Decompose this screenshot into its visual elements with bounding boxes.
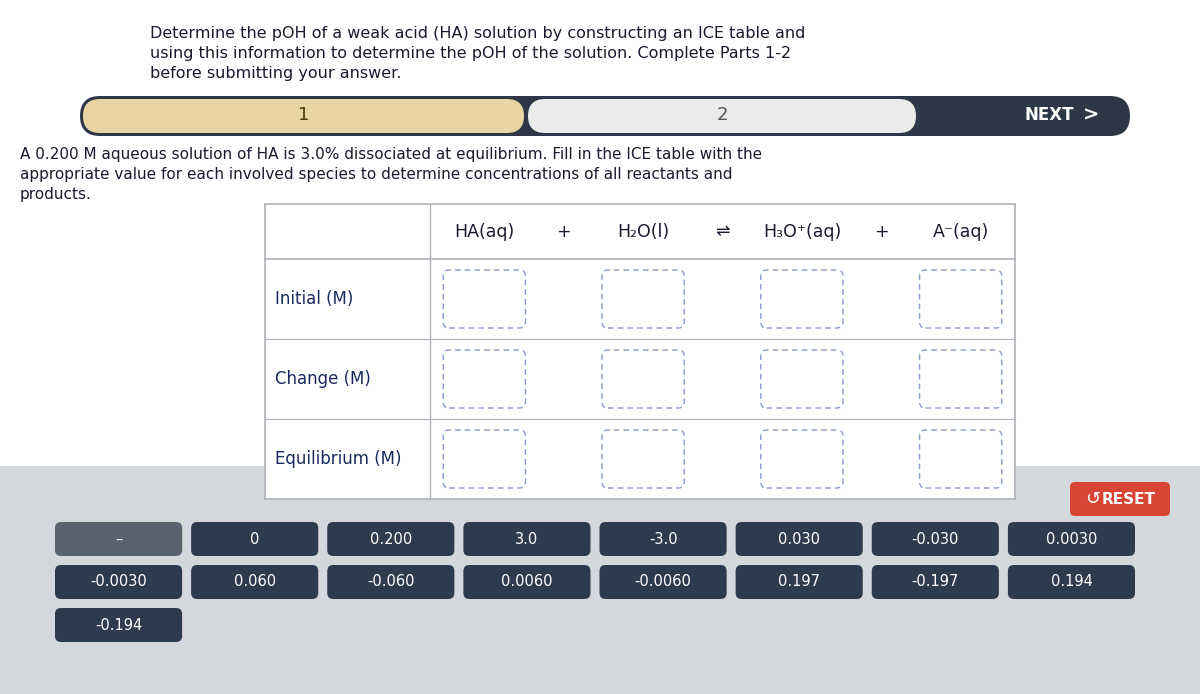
Text: 0.060: 0.060: [234, 575, 276, 589]
Text: Equilibrium (M): Equilibrium (M): [275, 450, 402, 468]
Text: products.: products.: [20, 187, 92, 202]
FancyBboxPatch shape: [443, 350, 526, 408]
Text: 0: 0: [250, 532, 259, 546]
FancyBboxPatch shape: [463, 522, 590, 556]
FancyBboxPatch shape: [1070, 482, 1170, 516]
Text: -3.0: -3.0: [649, 532, 677, 546]
Text: –: –: [115, 532, 122, 546]
FancyBboxPatch shape: [443, 270, 526, 328]
Text: 0.200: 0.200: [370, 532, 412, 546]
FancyBboxPatch shape: [1008, 522, 1135, 556]
FancyBboxPatch shape: [919, 430, 1002, 488]
Text: 0.197: 0.197: [778, 575, 820, 589]
Text: ↺: ↺: [1085, 490, 1100, 508]
FancyBboxPatch shape: [80, 96, 1130, 136]
FancyBboxPatch shape: [463, 565, 590, 599]
FancyBboxPatch shape: [602, 270, 684, 328]
FancyBboxPatch shape: [871, 565, 998, 599]
FancyBboxPatch shape: [83, 99, 524, 133]
Text: NEXT: NEXT: [1025, 106, 1074, 124]
Text: >: >: [1084, 105, 1099, 124]
FancyBboxPatch shape: [328, 565, 455, 599]
Text: H₂O(l): H₂O(l): [617, 223, 670, 241]
Text: Initial (M): Initial (M): [275, 290, 353, 308]
Text: 0.0060: 0.0060: [502, 575, 553, 589]
FancyBboxPatch shape: [919, 270, 1002, 328]
FancyBboxPatch shape: [443, 430, 526, 488]
Text: -0.197: -0.197: [912, 575, 959, 589]
Text: -0.0060: -0.0060: [635, 575, 691, 589]
Text: 2: 2: [716, 106, 727, 124]
Text: RESET: RESET: [1102, 491, 1156, 507]
FancyBboxPatch shape: [55, 565, 182, 599]
Text: +: +: [557, 223, 571, 241]
Text: H₃O⁺(aq): H₃O⁺(aq): [763, 223, 841, 241]
FancyBboxPatch shape: [761, 430, 844, 488]
Text: -0.060: -0.060: [367, 575, 414, 589]
Text: ⇌: ⇌: [715, 223, 730, 241]
Bar: [265, 204, 1015, 499]
FancyBboxPatch shape: [736, 522, 863, 556]
FancyBboxPatch shape: [600, 522, 727, 556]
Text: A⁻(aq): A⁻(aq): [932, 223, 989, 241]
Text: 1: 1: [298, 106, 310, 124]
FancyBboxPatch shape: [55, 522, 182, 556]
Text: HA(aq): HA(aq): [454, 223, 515, 241]
FancyBboxPatch shape: [191, 565, 318, 599]
Text: 0.0030: 0.0030: [1045, 532, 1097, 546]
Text: 3.0: 3.0: [515, 532, 539, 546]
FancyBboxPatch shape: [55, 608, 182, 642]
Text: using this information to determine the pOH of the solution. Complete Parts 1-2: using this information to determine the …: [150, 46, 791, 61]
Text: appropriate value for each involved species to determine concentrations of all r: appropriate value for each involved spec…: [20, 167, 732, 182]
FancyBboxPatch shape: [919, 350, 1002, 408]
FancyBboxPatch shape: [736, 565, 863, 599]
FancyBboxPatch shape: [600, 565, 727, 599]
Bar: [0, 466, 1200, 694]
Text: +: +: [874, 223, 888, 241]
Text: 0.030: 0.030: [778, 532, 820, 546]
FancyBboxPatch shape: [602, 430, 684, 488]
Text: -0.030: -0.030: [912, 532, 959, 546]
FancyBboxPatch shape: [191, 522, 318, 556]
Text: -0.0030: -0.0030: [90, 575, 146, 589]
Text: Change (M): Change (M): [275, 370, 371, 388]
FancyBboxPatch shape: [761, 270, 844, 328]
FancyBboxPatch shape: [602, 350, 684, 408]
FancyBboxPatch shape: [761, 350, 844, 408]
FancyBboxPatch shape: [1008, 565, 1135, 599]
Text: -0.194: -0.194: [95, 618, 142, 632]
Text: 0.194: 0.194: [1050, 575, 1092, 589]
Text: before submitting your answer.: before submitting your answer.: [150, 66, 402, 81]
FancyBboxPatch shape: [328, 522, 455, 556]
FancyBboxPatch shape: [871, 522, 998, 556]
FancyBboxPatch shape: [528, 99, 916, 133]
Text: Determine the pOH of a weak acid (HA) solution by constructing an ICE table and: Determine the pOH of a weak acid (HA) so…: [150, 26, 805, 41]
Text: A 0.200 M aqueous solution of HA is 3.0% dissociated at equilibrium. Fill in the: A 0.200 M aqueous solution of HA is 3.0%…: [20, 147, 762, 162]
